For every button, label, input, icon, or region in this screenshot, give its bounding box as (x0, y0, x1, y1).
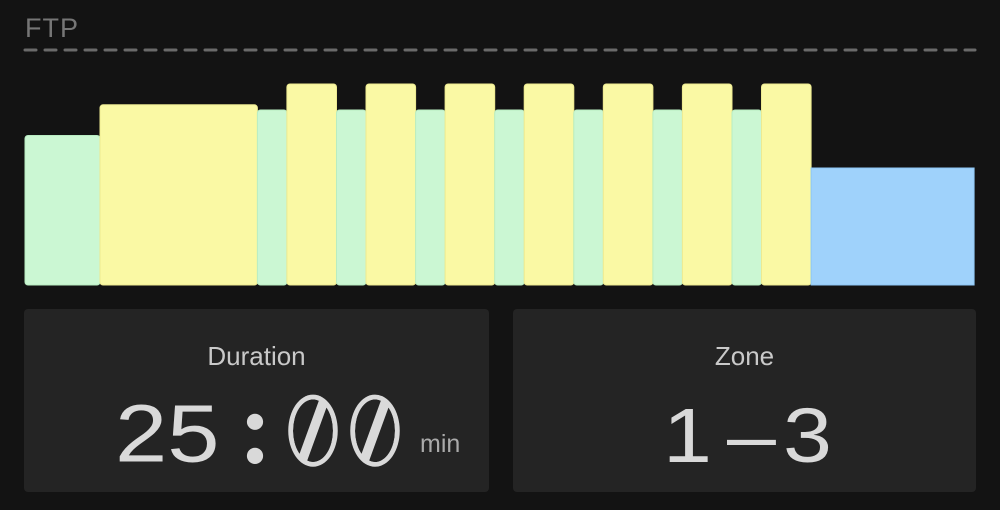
svg-text:3: 3 (783, 393, 832, 478)
svg-text:–: – (727, 393, 776, 478)
svg-text:1: 1 (663, 393, 712, 478)
